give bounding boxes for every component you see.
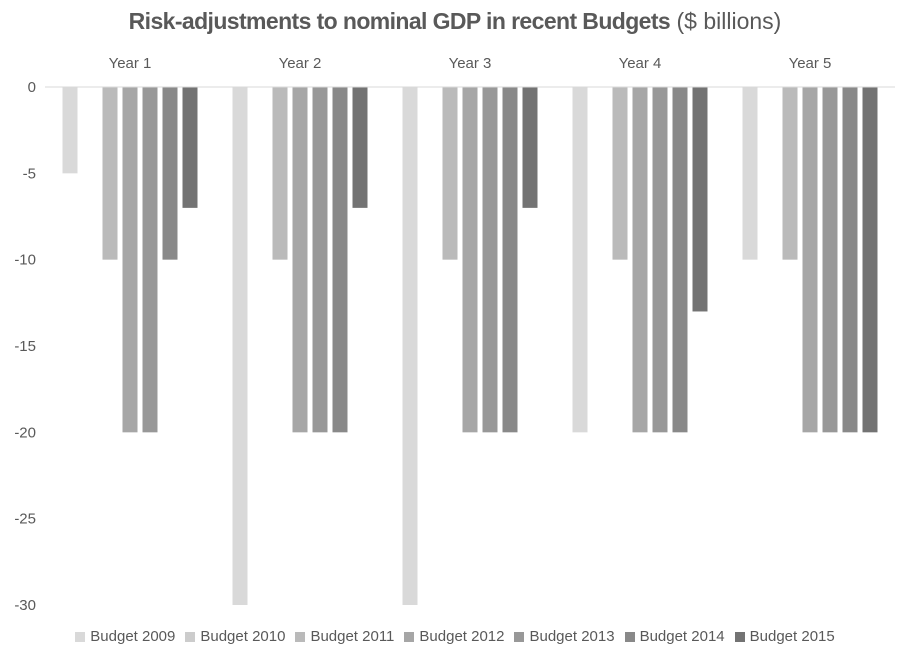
legend-label: Budget 2012	[419, 628, 505, 645]
chart-title: Risk-adjustments to nominal GDP in recen…	[0, 8, 910, 35]
bar	[102, 87, 118, 260]
bar	[122, 87, 138, 433]
bar	[402, 87, 418, 605]
bar	[612, 87, 628, 260]
bar	[522, 87, 538, 208]
bar	[862, 87, 878, 433]
bar	[162, 87, 178, 260]
legend-item: Budget 2014	[624, 628, 725, 645]
bar	[502, 87, 518, 433]
legend-label: Budget 2009	[90, 628, 176, 645]
bar	[632, 87, 648, 433]
bar	[182, 87, 198, 208]
bar	[232, 87, 248, 605]
bar	[742, 87, 758, 260]
legend-swatch	[514, 631, 525, 642]
y-tick-label: -10	[14, 252, 36, 269]
chart-title-units: ($ billions)	[670, 8, 782, 34]
legend-item: Budget 2015	[734, 628, 835, 645]
legend-label: Budget 2010	[200, 628, 286, 645]
bar	[142, 87, 158, 433]
bar	[312, 87, 328, 433]
bar	[692, 87, 708, 312]
legend-item: Budget 2010	[185, 628, 285, 645]
bar	[822, 87, 838, 433]
legend-swatch	[185, 631, 196, 642]
legend-swatch	[75, 631, 86, 642]
legend-item: Budget 2012	[404, 628, 504, 645]
bar	[672, 87, 688, 433]
bar	[652, 87, 668, 433]
y-tick-label: 0	[28, 79, 36, 96]
y-tick-label: -30	[14, 597, 36, 614]
chart-title-main: Risk-adjustments to nominal GDP in recen…	[128, 8, 671, 34]
bar	[482, 87, 498, 433]
bar	[842, 87, 858, 433]
legend-item: Budget 2011	[295, 628, 394, 645]
bar	[802, 87, 818, 433]
y-tick-label: -20	[14, 424, 36, 441]
bar	[332, 87, 348, 433]
legend-swatch	[404, 631, 415, 642]
legend-swatch	[295, 631, 306, 642]
bar	[462, 87, 478, 433]
bar	[442, 87, 458, 260]
y-tick-label: -25	[14, 511, 36, 528]
y-tick-label: -15	[14, 338, 36, 355]
bar	[62, 87, 78, 174]
legend-label: Budget 2014	[639, 628, 725, 645]
legend-label: Budget 2013	[529, 628, 615, 645]
bar	[782, 87, 798, 260]
y-tick-label: -5	[23, 165, 36, 182]
bar	[572, 87, 588, 433]
category-label: Year 5	[789, 55, 832, 72]
category-label: Year 1	[109, 55, 152, 72]
legend-swatch	[734, 631, 745, 642]
category-label: Year 3	[449, 55, 492, 72]
legend-item: Budget 2009	[75, 628, 175, 645]
legend: Budget 2009 Budget 2010 Budget 2011 Budget …	[0, 628, 910, 645]
legend-item: Budget 2013	[514, 628, 615, 645]
bar	[352, 87, 368, 208]
legend-label: Budget 2011	[310, 628, 395, 645]
bar	[292, 87, 308, 433]
legend-swatch	[624, 631, 635, 642]
category-label: Year 4	[619, 55, 662, 72]
bar	[272, 87, 288, 260]
legend-label: Budget 2015	[749, 628, 835, 645]
category-label: Year 2	[279, 55, 322, 72]
